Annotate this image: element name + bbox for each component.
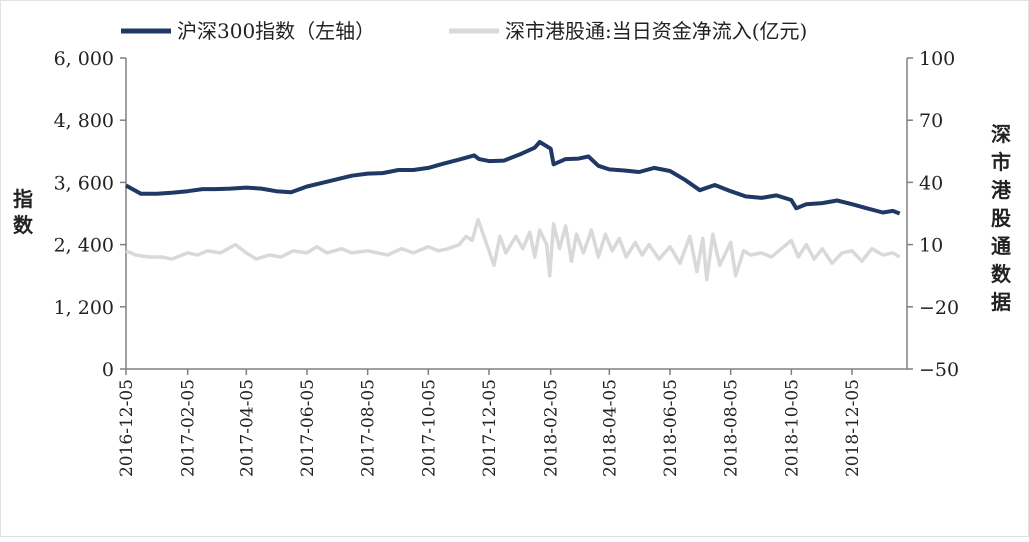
right-tick-label: 40 — [919, 172, 943, 194]
right-axis-label-char: 数 — [991, 262, 1012, 286]
right-tick-labels: −50 −20 10 40 70 100 — [919, 48, 959, 381]
x-tick-label: 2017-12-05 — [480, 379, 500, 477]
right-axis-label-char: 港 — [991, 178, 1012, 202]
x-tick-label: 2018-02-05 — [542, 379, 562, 477]
right-axis-label-char: 据 — [991, 290, 1011, 314]
axes — [120, 57, 913, 375]
x-tick-label: 2017-08-05 — [359, 379, 379, 477]
series-layer — [125, 140, 901, 282]
left-axis-label: 指数 — [13, 187, 34, 237]
left-tick-label: 0 — [102, 359, 114, 381]
right-tick-label: 10 — [919, 235, 943, 257]
x-tick-label: 2018-08-05 — [722, 379, 742, 477]
left-tick-label: 3, 600 — [54, 172, 114, 194]
right-tick-label: −20 — [919, 297, 959, 319]
left-tick-label: 2, 400 — [54, 235, 114, 257]
x-tick-label: 2017-04-05 — [237, 379, 257, 477]
right-tick-label: 70 — [919, 110, 943, 132]
left-tick-label: 1, 200 — [54, 297, 114, 319]
x-tick-label: 2018-10-05 — [782, 379, 802, 477]
right-axis-label-char: 股 — [991, 206, 1011, 230]
legend-label-flow: 深市港股通:当日资金净流入(亿元) — [505, 19, 807, 43]
x-tick-label: 2017-10-05 — [419, 379, 439, 477]
legend: 沪深300指数（左轴） 深市港股通:当日资金净流入(亿元) — [121, 19, 807, 43]
right-axis-label-char: 市 — [991, 150, 1011, 174]
x-tick-label: 2018-04-05 — [600, 379, 620, 477]
right-tick-label: 100 — [919, 48, 955, 70]
right-tick-label: −50 — [919, 359, 959, 381]
right-axis-label-char: 深 — [991, 122, 1011, 146]
left-tick-label: 4, 800 — [54, 110, 114, 132]
x-tick-label: 2018-06-05 — [661, 379, 681, 477]
legend-label-index: 沪深300指数（左轴） — [177, 19, 375, 43]
x-tick-label: 2017-06-05 — [298, 379, 318, 477]
x-tick-label: 2017-02-05 — [179, 379, 199, 477]
right-axis-label-char: 通 — [991, 234, 1011, 258]
left-tick-labels: 0 1, 200 2, 400 3, 600 4, 800 6, 000 — [54, 48, 114, 381]
left-axis-label-char: 数 — [13, 213, 34, 237]
series-line-index — [125, 140, 901, 216]
x-tick-label: 2018-12-05 — [843, 379, 863, 477]
left-axis-label-char: 指 — [13, 187, 33, 211]
x-tick-labels: 2016-12-05 2017-02-05 2017-04-05 2017-06-05… — [117, 379, 863, 477]
x-tick-label: 2016-12-05 — [117, 379, 137, 477]
series-line-flow — [125, 217, 901, 282]
left-tick-label: 6, 000 — [54, 48, 114, 70]
